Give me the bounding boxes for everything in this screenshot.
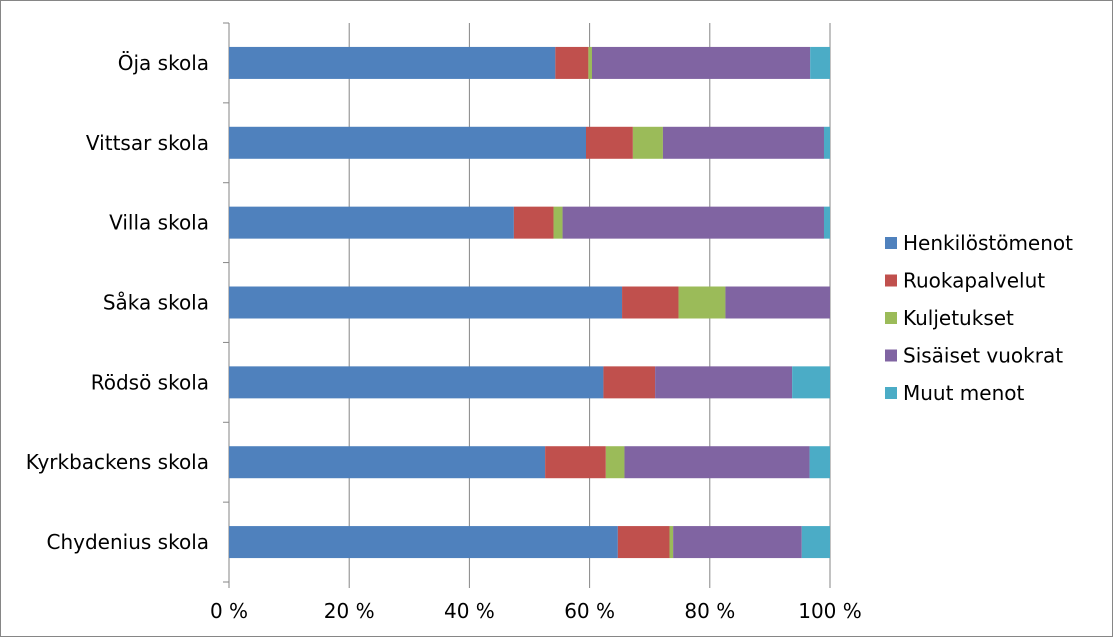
category-label: Kyrkbackens skola (26, 450, 209, 474)
bar-segment (655, 366, 793, 399)
bar-segment (801, 526, 830, 559)
bar-segment (669, 526, 674, 559)
bar-segment (632, 126, 663, 159)
bar-segment (809, 446, 830, 479)
bar-segment (545, 446, 606, 479)
bar-segment (624, 446, 810, 479)
legend-swatch (885, 312, 897, 324)
bar-segment (673, 526, 802, 559)
category-label: Villa skola (109, 211, 209, 235)
bar-segment (603, 366, 656, 399)
legend-label: Kuljetukset (903, 306, 1014, 330)
legend-swatch (885, 237, 897, 249)
category-label: Rödsö skola (91, 370, 209, 394)
bar-segment (823, 126, 830, 159)
legend-swatch (885, 274, 897, 287)
bar-segment (513, 206, 554, 239)
legend-label: Ruokapalvelut (903, 269, 1045, 293)
bar-segment (562, 206, 824, 239)
bar-segment (229, 446, 546, 479)
legend-label: Sisäiset vuokrat (903, 344, 1063, 368)
bar-segment (553, 206, 563, 239)
legend-label: Muut menot (903, 381, 1025, 405)
bar-segment (592, 46, 811, 79)
x-tick-label: 100 % (798, 599, 862, 623)
bar-segment (229, 46, 556, 79)
bar-segment (617, 526, 670, 559)
bar-segment (555, 46, 589, 79)
bar-segment (229, 206, 514, 239)
legend-swatch (885, 387, 897, 399)
x-tick-label: 60 % (564, 599, 615, 623)
x-tick-label: 80 % (684, 599, 735, 623)
bar-segment (229, 126, 586, 159)
bar-segment (605, 446, 625, 479)
category-label: Vittsar skola (86, 131, 209, 155)
bar-segment (792, 366, 830, 399)
bar-segment (810, 46, 830, 79)
bar-segment (662, 126, 824, 159)
x-tick-label: 40 % (444, 599, 495, 623)
bar-segment (725, 286, 830, 319)
bar-segment (678, 286, 726, 319)
bar-segment (585, 126, 633, 159)
bar-segment (588, 46, 593, 79)
bar-segment (229, 526, 618, 559)
legend-swatch (885, 349, 897, 362)
category-label: Öja skola (118, 51, 209, 75)
category-label: Såka skola (103, 291, 209, 315)
bar-segment (229, 286, 623, 319)
bar-segment (622, 286, 679, 319)
bar-segment (823, 206, 830, 239)
x-tick-label: 20 % (324, 599, 375, 623)
category-label: Chydenius skola (47, 530, 210, 554)
legend-label: Henkilöstömenot (903, 231, 1073, 255)
bar-segment (229, 366, 604, 399)
x-tick-label: 0 % (210, 599, 248, 623)
